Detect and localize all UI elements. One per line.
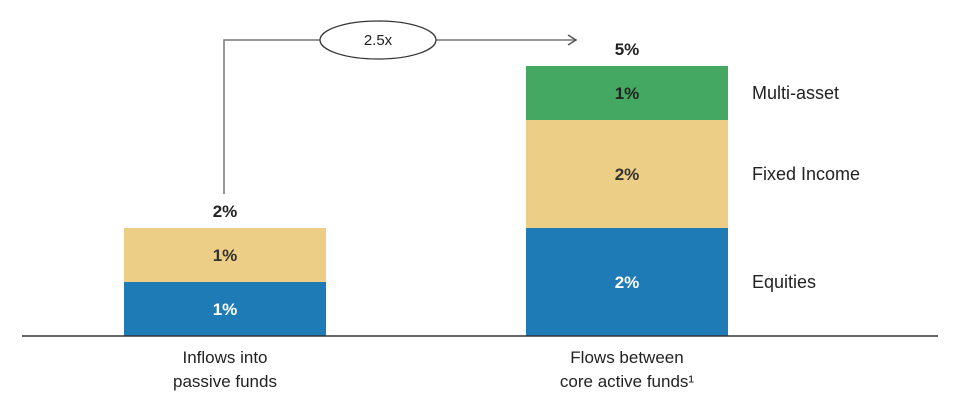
segment-value-label: 1% xyxy=(615,84,640,103)
category-labels: Inflows into passive funds Flows between co… xyxy=(173,348,694,391)
segment-value-label: 2% xyxy=(615,273,640,292)
category-label: Inflows into passive funds xyxy=(173,348,277,391)
bar-segment-fixed-income-1 xyxy=(526,120,728,228)
multiplier-ellipse xyxy=(319,20,437,60)
multiplier-label: 2.5x xyxy=(364,32,393,49)
annotation-arrow-head xyxy=(567,34,578,46)
category-label-line: core active funds¹ xyxy=(560,372,695,391)
segment-value-label: 1% xyxy=(213,300,238,319)
total-value-label: 5% xyxy=(615,40,640,59)
legend-label: Equities xyxy=(752,272,816,292)
segment-value-label: 2% xyxy=(615,165,640,184)
total-labels: 2% 5% xyxy=(213,40,640,221)
category-label-line: Flows between xyxy=(570,348,683,367)
legend-label: Multi-asset xyxy=(752,83,839,103)
annotation-arrow-line xyxy=(223,39,576,194)
legend-label: Fixed Income xyxy=(752,164,860,184)
category-label-line: passive funds xyxy=(173,372,277,391)
bar-segments xyxy=(124,66,728,336)
bar-segment-equities-0 xyxy=(124,282,326,336)
bar-segment-fixed-income-0 xyxy=(124,228,326,282)
growth-annotation: 2.5x xyxy=(223,20,578,194)
category-label: Flows between core active funds¹ xyxy=(560,348,695,391)
category-label-line: Inflows into xyxy=(182,348,267,367)
bar-segment-equities-1 xyxy=(526,228,728,336)
total-value-label: 2% xyxy=(213,202,238,221)
segment-labels: 1% 1% 2% 2% 1% xyxy=(213,84,640,319)
legend: Equities Fixed Income Multi-asset xyxy=(752,83,860,292)
segment-value-label: 1% xyxy=(213,246,238,265)
bar-segment-multi-asset-1 xyxy=(526,66,728,120)
